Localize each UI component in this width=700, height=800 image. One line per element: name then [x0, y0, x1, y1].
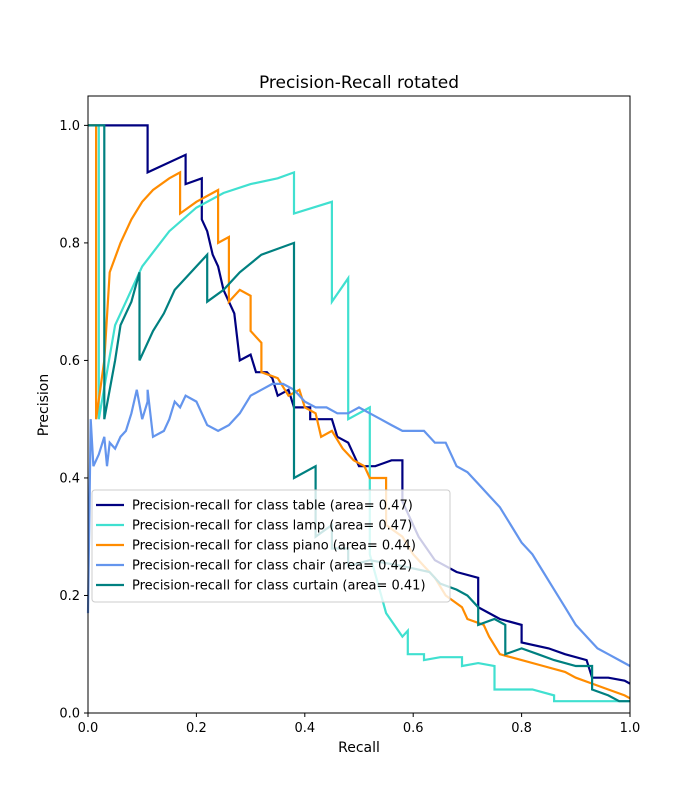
x-tick-label: 1.0: [620, 721, 641, 736]
legend-label-4: Precision-recall for class curtain (area…: [132, 579, 426, 594]
chart-title: Precision-Recall rotated: [259, 73, 459, 93]
legend-label-2: Precision-recall for class piano (area= …: [132, 539, 416, 554]
legend-label-3: Precision-recall for class chair (area= …: [132, 559, 412, 574]
y-tick-label: 0.0: [59, 707, 80, 722]
legend-label-1: Precision-recall for class lamp (area= 0…: [132, 519, 412, 534]
x-tick-label: 0.6: [403, 721, 424, 736]
legend-box: [91, 489, 451, 603]
x-tick-label: 0.8: [511, 721, 532, 736]
x-axis-ticks: 0.0 0.2 0.4 0.6 0.8 1.0: [78, 713, 641, 736]
series-line-0: [88, 124, 631, 685]
y-tick-label: 0.2: [59, 589, 80, 604]
y-tick-label: 0.6: [59, 354, 80, 369]
y-tick-label: 0.8: [59, 236, 80, 251]
legend-label-0: Precision-recall for class table (area= …: [132, 499, 413, 514]
y-tick-label: 0.4: [59, 471, 80, 486]
plot-area: [86, 95, 631, 714]
x-tick-label: 0.0: [78, 721, 99, 736]
y-tick-label: 1.0: [59, 119, 80, 134]
legend: Precision-recall for class table (area= …: [91, 489, 451, 603]
y-axis-label: Precision: [36, 374, 52, 436]
series-line-2: [88, 124, 631, 700]
x-tick-label: 0.4: [294, 721, 315, 736]
y-axis-ticks: 0.0 0.2 0.4 0.6 0.8 1.0: [59, 119, 88, 722]
plot-border: [87, 95, 631, 714]
plot-frame: [88, 96, 630, 713]
x-axis-label: Recall: [338, 740, 380, 756]
x-tick-label: 0.2: [186, 721, 207, 736]
